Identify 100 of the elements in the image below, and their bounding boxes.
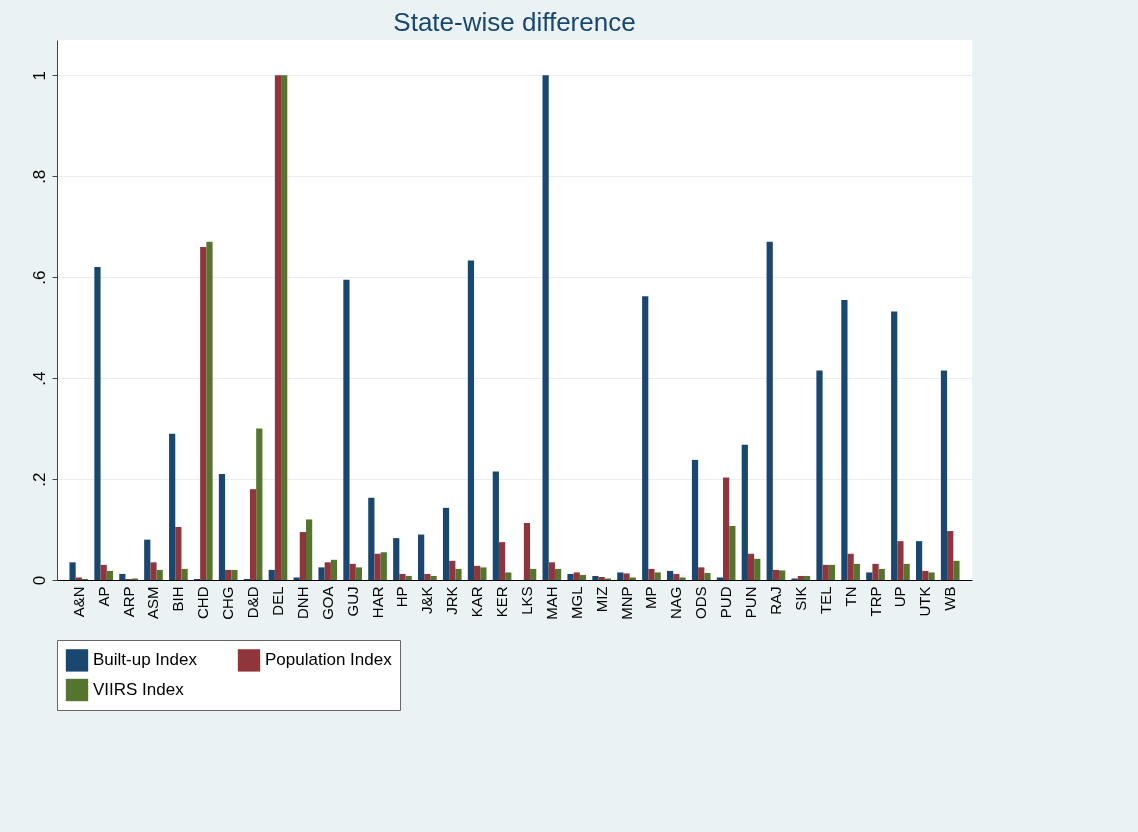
bar: [847, 553, 854, 580]
chart-title: State-wise difference: [393, 7, 636, 37]
bar: [922, 570, 929, 580]
x-tick-label: UP: [891, 586, 909, 608]
bar: [878, 568, 885, 580]
bar: [343, 279, 350, 580]
bar: [797, 575, 804, 580]
x-tick-label: D&D: [244, 586, 262, 619]
x-tick-label: KAR: [468, 586, 486, 618]
bar: [330, 559, 338, 580]
bar: [380, 552, 387, 580]
bar: [455, 568, 462, 580]
bar: [349, 563, 356, 580]
bar: [691, 459, 699, 580]
bar: [69, 562, 76, 580]
x-tick-label: MP: [642, 586, 660, 609]
x-tick-label: AP: [94, 586, 112, 607]
bar: [150, 562, 157, 580]
bar: [698, 567, 705, 580]
x-tick-label: CHG: [219, 586, 237, 620]
bar: [405, 575, 412, 580]
x-tick-label: JRK: [443, 586, 461, 615]
bar: [505, 572, 512, 580]
bar: [324, 562, 331, 580]
x-tick-label: NAG: [667, 586, 685, 620]
bar: [723, 477, 730, 580]
bar: [567, 573, 574, 580]
bar: [772, 569, 780, 580]
x-tick-label: GUJ: [343, 586, 361, 617]
bar: [424, 573, 431, 580]
bar: [474, 565, 481, 580]
x-tick-label: PUN: [742, 586, 760, 619]
bar: [256, 428, 263, 580]
bar: [592, 575, 599, 580]
bar: [816, 370, 823, 580]
bar: [100, 564, 107, 580]
bar: [822, 564, 829, 580]
bar: [629, 577, 636, 580]
y-tick-label: .2: [29, 472, 49, 487]
y-tick-label: .4: [29, 371, 49, 386]
bar: [579, 574, 587, 580]
bar: [623, 573, 630, 580]
bar: [318, 567, 325, 580]
bar: [430, 575, 437, 580]
x-tick-label: DEL: [268, 586, 286, 616]
bar: [374, 553, 381, 580]
y-tick-label: 0: [29, 575, 49, 586]
x-tick-label: KER: [493, 586, 511, 618]
bar: [281, 75, 288, 580]
bar: [554, 568, 562, 580]
bar: [225, 569, 232, 580]
x-tick-label: CHD: [194, 586, 212, 619]
bar: [200, 246, 207, 580]
bar: [679, 577, 686, 580]
y-tick-label: .6: [29, 270, 49, 285]
bar: [729, 526, 736, 580]
x-tick-label: GOA: [318, 586, 336, 620]
bar: [940, 370, 948, 580]
y-tick-label: 1: [29, 71, 49, 81]
bar: [480, 567, 487, 580]
bar: [523, 522, 531, 580]
bar: [393, 538, 400, 580]
bar: [947, 531, 954, 580]
bar: [598, 576, 605, 580]
bar: [449, 560, 456, 580]
bar: [928, 572, 935, 580]
x-tick-label: A&N: [69, 586, 87, 618]
bar: [779, 570, 786, 580]
x-tick-label: J&K: [418, 586, 436, 615]
x-tick-label: ARP: [119, 586, 137, 618]
bar: [766, 241, 773, 580]
bar: [866, 572, 873, 580]
x-tick-label: MAH: [542, 586, 560, 620]
bar: [268, 569, 275, 580]
legend-label: VIIRS Index: [93, 680, 185, 699]
bar: [642, 296, 649, 580]
bar: [673, 573, 680, 580]
x-tick-label: DNH: [293, 586, 311, 619]
x-tick-label: HAR: [368, 586, 386, 619]
bar: [891, 311, 898, 580]
bar: [94, 267, 101, 580]
bar: [305, 519, 313, 580]
bar: [617, 572, 624, 580]
bar: [573, 572, 580, 580]
bar: [803, 575, 811, 580]
bar: [853, 563, 860, 580]
bar: [915, 541, 923, 580]
bar: [119, 573, 126, 580]
y-tick-label: .8: [29, 169, 49, 184]
bar: [897, 541, 904, 580]
bar: [399, 573, 406, 580]
bar: [106, 570, 114, 580]
bar: [169, 433, 176, 580]
bar: [231, 569, 238, 580]
bar: [704, 572, 711, 580]
x-tick-label: MIZ: [592, 586, 610, 613]
bar: [75, 577, 82, 580]
bar: [654, 572, 661, 580]
x-tick-label: ASM: [144, 586, 162, 620]
bar: [218, 474, 226, 580]
